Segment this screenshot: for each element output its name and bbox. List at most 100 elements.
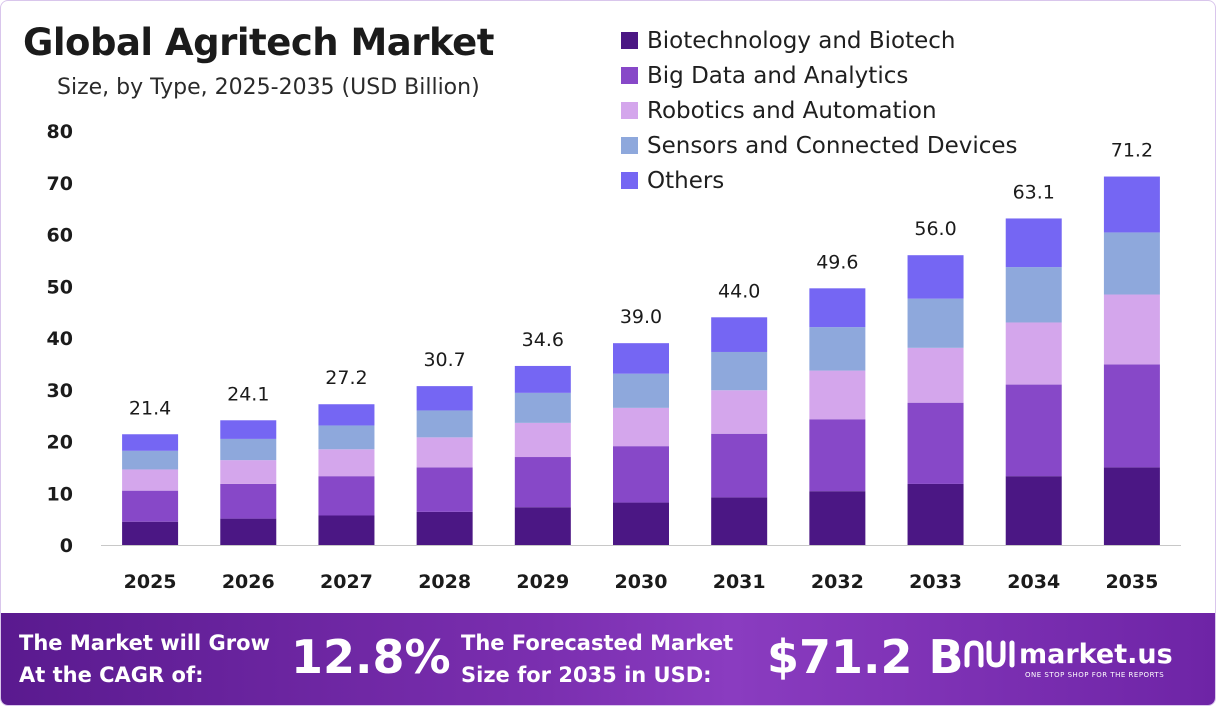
x-tick-label-2028: 2028: [418, 571, 471, 593]
bar-segment-2027-0: [318, 515, 375, 545]
legend-swatch-others: [621, 172, 638, 189]
y-tick-label: 10: [47, 483, 73, 505]
bar-segment-2028-3: [416, 410, 473, 438]
chart-subtitle: Size, by Type, 2025-2035 (USD Billion): [57, 75, 480, 100]
total-label-2032: 49.6: [816, 251, 858, 273]
legend-swatch-robotics: [621, 102, 638, 119]
total-label-2035: 71.2: [1111, 140, 1153, 162]
forecast-caption-line2: Size for 2035 in USD:: [461, 663, 712, 687]
bar-segment-2029-2: [514, 422, 571, 458]
cagr-caption-line2: At the CAGR of:: [19, 663, 204, 687]
bar-segment-2026-2: [220, 460, 277, 484]
bar-segment-2031-2: [711, 390, 768, 434]
total-label-2027: 27.2: [325, 367, 367, 389]
bar-segment-2032-1: [809, 419, 866, 492]
y-tick-label: 30: [47, 380, 73, 402]
summary-banner: The Market will Grow At the CAGR of: 12.…: [1, 613, 1215, 705]
total-label-2031: 44.0: [718, 280, 760, 302]
bar-segment-2028-4: [416, 386, 473, 411]
bar-segment-2026-3: [220, 438, 277, 461]
total-label-2026: 24.1: [227, 383, 269, 405]
bar-segment-2025-0: [122, 521, 179, 545]
bar-segment-2035-1: [1103, 364, 1160, 468]
bar-segment-2028-1: [416, 467, 473, 512]
x-tick-label-2033: 2033: [909, 571, 962, 593]
bar-segment-2030-1: [613, 446, 669, 503]
bar-segment-2025-1: [122, 490, 179, 522]
bar-segment-2035-3: [1103, 232, 1160, 295]
cagr-caption: The Market will Grow At the CAGR of:: [19, 627, 270, 691]
y-tick-label: 80: [47, 121, 73, 143]
legend-label-robotics: Robotics and Automation: [647, 97, 937, 124]
bar-segment-2025-4: [122, 434, 179, 451]
legend-label-big-data: Big Data and Analytics: [647, 62, 909, 89]
bar-segment-2033-3: [907, 298, 964, 348]
x-tick-label-2025: 2025: [124, 571, 177, 593]
x-tick-label-2027: 2027: [320, 571, 373, 593]
bar-segment-2030-3: [613, 373, 669, 408]
bar-segment-2032-2: [809, 370, 866, 420]
bar-segment-2034-2: [1005, 322, 1062, 385]
y-tick-label: 70: [47, 173, 73, 195]
bar-segment-2025-2: [122, 469, 179, 491]
legend-label-others: Others: [647, 167, 725, 194]
bar-segment-2033-2: [907, 347, 964, 403]
x-tick-label-2031: 2031: [713, 571, 766, 593]
total-label-2033: 56.0: [914, 218, 956, 240]
bar-segment-2029-1: [514, 457, 571, 508]
bar-segment-2029-4: [514, 365, 571, 393]
bar-segment-2028-2: [416, 437, 473, 468]
chart-legend: Biotechnology and Biotech Big Data and A…: [621, 23, 1018, 198]
y-tick-label: 20: [47, 432, 73, 454]
forecast-caption-line1: The Forecasted Market: [461, 631, 734, 655]
x-tick-label-2034: 2034: [1007, 571, 1060, 593]
legend-item-others: Others: [621, 163, 1018, 198]
total-label-2025: 21.4: [129, 397, 171, 419]
bar-segment-2028-0: [416, 511, 473, 545]
bar-segment-2034-0: [1005, 476, 1062, 545]
bar-segment-2031-3: [711, 351, 768, 391]
legend-label-sensors: Sensors and Connected Devices: [647, 132, 1018, 159]
cagr-caption-line1: The Market will Grow: [19, 631, 270, 655]
bar-segment-2030-4: [613, 343, 669, 374]
bar-segment-2026-4: [220, 420, 277, 439]
bar-segment-2027-3: [318, 425, 375, 450]
x-tick-label-2030: 2030: [615, 571, 668, 593]
market-us-logo-icon: [964, 640, 1015, 668]
total-label-2030: 39.0: [620, 306, 662, 328]
y-tick-label: 40: [47, 328, 73, 350]
legend-label-biotechnology: Biotechnology and Biotech: [647, 27, 956, 54]
bar-segment-2035-0: [1103, 467, 1160, 545]
legend-swatch-big-data: [621, 67, 638, 84]
bar-segment-2032-4: [809, 288, 866, 328]
y-tick-label: 50: [47, 276, 73, 298]
total-label-2029: 34.6: [522, 329, 564, 351]
bar-segment-2033-0: [907, 483, 964, 545]
total-label-2034: 63.1: [1013, 181, 1055, 203]
bar-segment-2032-3: [809, 327, 866, 371]
total-label-2028: 30.7: [423, 349, 465, 371]
bar-segment-2029-3: [514, 392, 571, 423]
bar-segment-2031-1: [711, 433, 768, 498]
bar-segment-2026-1: [220, 483, 277, 519]
bar-segment-2026-0: [220, 518, 277, 545]
bar-segment-2027-4: [318, 404, 375, 426]
bar-segment-2035-4: [1103, 176, 1160, 233]
forecast-caption: The Forecasted Market Size for 2035 in U…: [461, 627, 733, 691]
stacked-bar-chart: 0102030405060708021.4202524.1202627.2202…: [47, 121, 1181, 593]
legend-swatch-sensors: [621, 137, 638, 154]
bar-segment-2027-2: [318, 449, 375, 477]
bar-segment-2029-0: [514, 507, 571, 545]
bar-segment-2034-1: [1005, 384, 1062, 477]
brand-name: market.us: [1019, 638, 1173, 670]
legend-swatch-biotechnology: [621, 32, 638, 49]
cagr-value: 12.8%: [291, 630, 451, 684]
bar-segment-2033-4: [907, 255, 964, 299]
bar-segment-2031-0: [711, 497, 768, 545]
forecast-value: $71.2 B: [767, 630, 964, 684]
bar-segment-2035-2: [1103, 294, 1160, 365]
legend-item-big-data: Big Data and Analytics: [621, 58, 1018, 93]
bar-segment-2031-4: [711, 317, 768, 352]
legend-item-biotechnology: Biotechnology and Biotech: [621, 23, 1018, 58]
